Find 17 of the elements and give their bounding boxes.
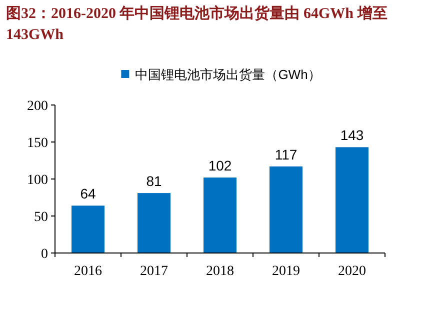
chart-title: 图32：2016-2020 年中国锂电池市场出货量由 64GWh 增至 143GWh — [6, 4, 388, 45]
y-tick-label: 50 — [34, 210, 48, 225]
legend: 中国锂电池市场出货量（GWh） — [121, 67, 321, 82]
data-label: 117 — [274, 146, 298, 162]
data-label: 81 — [146, 173, 162, 190]
x-tick-label: 2019 — [272, 264, 300, 279]
y-tick-label: 150 — [27, 136, 48, 151]
data-label: 102 — [208, 158, 232, 174]
y-tick-label: 200 — [27, 99, 48, 114]
data-label: 64 — [80, 186, 96, 202]
x-tick-label: 2018 — [206, 264, 234, 279]
x-tick-label: 2016 — [74, 264, 102, 279]
x-tick-label: 2017 — [140, 264, 168, 279]
x-tick-label: 2020 — [338, 264, 366, 279]
y-tick-label: 0 — [41, 247, 48, 262]
y-tick-label: 100 — [27, 173, 48, 188]
data-label: 143 — [340, 127, 364, 144]
